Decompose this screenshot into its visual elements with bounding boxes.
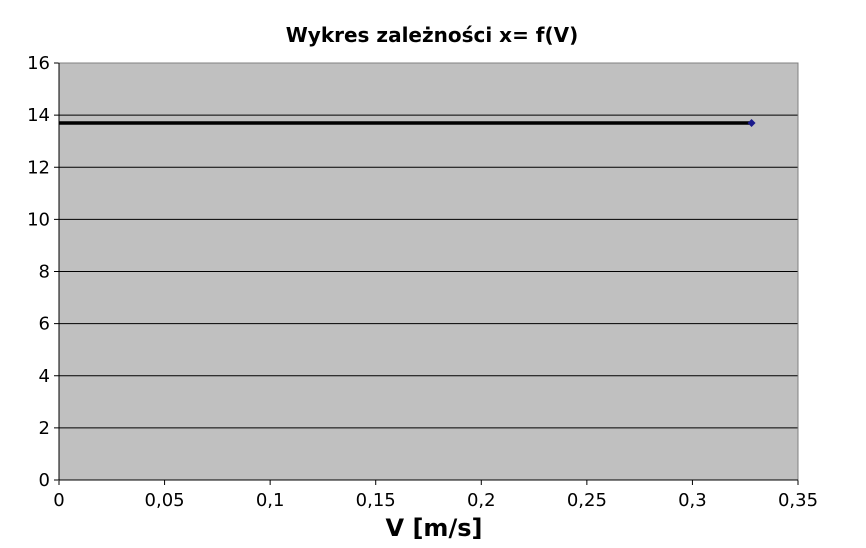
data-point-marker bbox=[747, 118, 756, 127]
axes-layer bbox=[54, 62, 799, 485]
y-tick-label: 4 bbox=[39, 366, 50, 387]
y-tick-label: 2 bbox=[39, 418, 50, 439]
y-tick-label: 6 bbox=[39, 314, 50, 335]
x-tick-label: 0,25 bbox=[567, 490, 607, 511]
chart-title: Wykres zależności x= f(V) bbox=[286, 23, 579, 47]
x-tick-label: 0,1 bbox=[256, 490, 285, 511]
y-tick-label: 8 bbox=[39, 262, 50, 283]
x-tick-label: 0,05 bbox=[145, 490, 185, 511]
y-tick-label: 16 bbox=[27, 53, 50, 74]
y-tick-label: 10 bbox=[27, 209, 50, 230]
y-tick-label: 14 bbox=[27, 105, 50, 126]
x-tick-label: 0,35 bbox=[778, 490, 818, 511]
series-layer bbox=[59, 118, 756, 127]
x-tick-label: 0,2 bbox=[467, 490, 496, 511]
x-axis-label: V [m/s] bbox=[386, 514, 483, 542]
x-tick-label: 0 bbox=[53, 490, 64, 511]
ticks-layer: 0 2 4 6 8 10 12 14 16 0 0,05 0,1 0,15 0,2 0,25 0,3 0,35 bbox=[27, 53, 818, 511]
y-tick-label: 0 bbox=[39, 470, 50, 491]
x-tick-label: 0,3 bbox=[678, 490, 707, 511]
y-tick-label: 12 bbox=[27, 157, 50, 178]
x-tick-label: 0,15 bbox=[356, 490, 396, 511]
